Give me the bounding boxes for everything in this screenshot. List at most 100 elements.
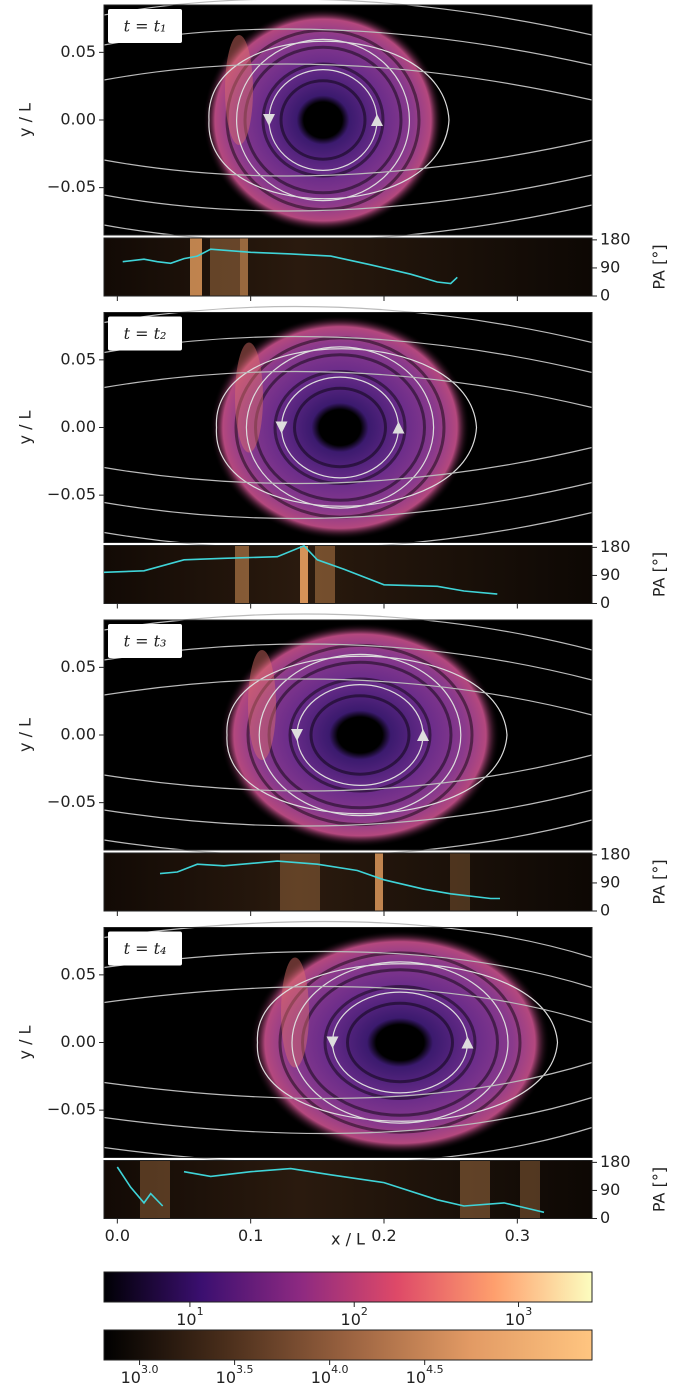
- x-tick-label: 0.2: [371, 1226, 396, 1245]
- colorbar-tick-exponent: 4.0: [331, 1363, 349, 1376]
- y-tick-label: 0.05: [60, 657, 96, 676]
- colorbar: [103, 1329, 593, 1361]
- streamline: [256, 963, 559, 1122]
- streamline: [103, 305, 593, 344]
- panel-label: t = t₄: [124, 939, 167, 958]
- panel-label-box: [108, 624, 182, 658]
- ring: [293, 386, 387, 469]
- y-tick-label: −0.05: [47, 1100, 96, 1119]
- pa-band: [375, 853, 383, 911]
- streamline: [291, 961, 509, 1124]
- panel-label: t = t₃: [124, 632, 167, 651]
- x-tick-label: 0.3: [505, 1226, 530, 1245]
- ring: [273, 370, 407, 485]
- streamline: [103, 446, 593, 485]
- streamline: [103, 613, 593, 651]
- colorbar-tick-base: 10: [311, 1368, 331, 1387]
- colorbar-tick-base: 10: [216, 1368, 236, 1387]
- pa-band: [460, 1160, 490, 1219]
- pa-strip: [104, 1160, 592, 1219]
- bright-arc: [235, 342, 263, 453]
- streamline: [236, 38, 411, 202]
- pa-line: [103, 544, 498, 595]
- pa-tick-label: 180: [600, 537, 631, 556]
- ring: [254, 353, 426, 502]
- pa-axis-label: PA [°]: [650, 1167, 669, 1212]
- streamline: [103, 789, 593, 827]
- streamline: [103, 370, 593, 409]
- panel-label: t = t₂: [124, 324, 167, 343]
- streamline: [103, 174, 593, 212]
- pa-tick-label: 0: [600, 901, 610, 920]
- pa-tick-label: 90: [600, 565, 620, 584]
- y-tick-label: 0.00: [60, 417, 96, 436]
- streamline-arrow: [291, 729, 303, 741]
- streamline: [103, 139, 593, 177]
- pa-frame: [103, 237, 593, 297]
- pa-tick-label: 180: [600, 1152, 631, 1171]
- ring: [243, 45, 403, 195]
- y-tick-label: −0.05: [47, 485, 96, 504]
- y-tick-label: 0.00: [60, 725, 96, 744]
- streamline: [103, 1096, 593, 1135]
- streamline: [103, 678, 593, 716]
- streamline: [103, 920, 593, 959]
- streamline: [258, 653, 462, 817]
- pa-frame: [103, 545, 593, 604]
- y-tick-label: 0.00: [60, 110, 96, 129]
- colorbar-tick-label: 104.5: [406, 1363, 444, 1387]
- y-tick-label: −0.05: [47, 792, 96, 811]
- ring: [225, 28, 421, 212]
- colorbar-tick-label: 103: [505, 1305, 532, 1329]
- streamline-arrow: [461, 1036, 474, 1049]
- pa-line: [116, 1166, 545, 1214]
- colorbar-tick-label: 103.5: [216, 1363, 254, 1387]
- pa-band: [140, 1160, 170, 1219]
- streamline-arrow: [392, 421, 405, 434]
- y-axis-label: y / L: [16, 718, 35, 752]
- pa-tick-label: 0: [600, 286, 610, 305]
- pa-band: [450, 853, 470, 911]
- streamline: [103, 950, 593, 989]
- bright-arc: [281, 957, 309, 1068]
- ring: [301, 968, 499, 1117]
- pa-band: [240, 238, 248, 296]
- pa-band: [210, 238, 240, 296]
- pa-band: [190, 238, 202, 296]
- pa-frame: [103, 1160, 593, 1219]
- colorbar-tick-exponent: 4.5: [426, 1363, 444, 1376]
- pa-band: [300, 545, 308, 604]
- colorbar: [103, 1271, 593, 1303]
- colorbar-tick-base: 10: [505, 1310, 525, 1329]
- panel-label-box: [108, 931, 182, 966]
- streamline-arrow: [263, 114, 275, 126]
- colorbar-tick-base: 10: [121, 1368, 141, 1387]
- streamline: [208, 40, 450, 200]
- y-axis-label: y / L: [16, 410, 35, 444]
- streamline-arrow: [326, 1036, 339, 1049]
- colorbar-tick-base: 10: [406, 1368, 426, 1387]
- streamline-arrow: [371, 114, 383, 126]
- pa-axis-label: PA [°]: [650, 552, 669, 597]
- streamline: [103, 63, 593, 101]
- pa-band: [520, 1160, 540, 1219]
- pa-strip: [104, 238, 592, 296]
- colorbar-tick-label: 101: [176, 1305, 203, 1329]
- streamline: [103, 0, 593, 36]
- pa-tick-label: 0: [600, 1208, 610, 1227]
- colorbar-tick-exponent: 3.5: [236, 1363, 254, 1376]
- x-axis-label: x / L: [331, 1230, 365, 1249]
- bright-arc: [225, 35, 253, 145]
- colorbar-tick-exponent: 3: [525, 1305, 532, 1318]
- ring: [288, 677, 432, 793]
- streamline: [226, 655, 508, 815]
- y-tick-label: 0.05: [60, 349, 96, 368]
- colorbar-tick-base: 10: [341, 1310, 361, 1329]
- pa-tick-label: 90: [600, 872, 620, 891]
- panel-label-box: [108, 9, 182, 43]
- pa-tick-label: 90: [600, 1180, 620, 1199]
- panel-label: t = t₁: [124, 17, 167, 36]
- y-axis-label: y / L: [16, 103, 35, 137]
- streamline-arrow: [275, 421, 288, 434]
- y-tick-label: −0.05: [47, 177, 96, 196]
